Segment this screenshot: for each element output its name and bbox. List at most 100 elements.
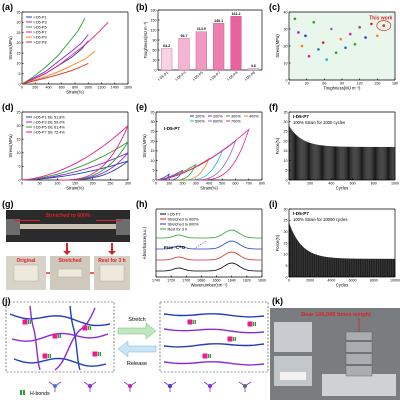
x-tick-label: 120 — [357, 82, 363, 86]
panel-label-k: (k) — [272, 296, 283, 306]
y-tick-label: 0 — [19, 178, 21, 182]
y-axis-label: Stress(MPa) — [8, 134, 13, 158]
y-tick-label: 30 — [284, 120, 288, 124]
chart-a: (a) 0 200 400 600 800 1000 1200 1400 1600 0 5 10 15 2… — [2, 2, 132, 95]
legend-label: I-D5-P7 — [34, 30, 47, 34]
x-tick-label: 0 — [21, 182, 23, 186]
series-line-I-D2-P8 — [21, 62, 89, 85]
hbond-marker — [49, 354, 51, 358]
chart-i-sample-label: I-D5-P7 — [293, 211, 309, 216]
chart-e: (e) 0 100 200 300 400 500 600 700 800 0 5 10 15 20 25 3… — [136, 102, 265, 191]
x-category-label: I-D5-P7 — [209, 71, 221, 82]
bar-I-D5-P1 — [161, 48, 173, 71]
x-tick-label: 1400 — [111, 86, 119, 90]
bar-value-label: 161.2 — [232, 12, 241, 16]
x-tick-label: 200 — [307, 182, 313, 186]
y-tick-label: 40 — [284, 10, 288, 14]
x-tick-label: 1640 — [228, 279, 236, 283]
hbond-marker — [29, 320, 31, 324]
x-tick-label: 0 — [21, 86, 23, 90]
y-axis-label: Absorbance(a.u.) — [142, 226, 147, 259]
polymer-chain — [163, 361, 265, 366]
hbonds-legend-label: H-bonds — [30, 391, 50, 397]
legend-molecule-arm — [129, 381, 137, 387]
panel-label-j: (j) — [2, 296, 11, 306]
label-rest: Rest for 3 h — [98, 258, 126, 264]
y-tick-label: 20 — [151, 139, 155, 143]
legend-molecule-arm — [169, 381, 177, 387]
cycle-force-trace — [288, 222, 396, 277]
y-tick-label: 120 — [151, 28, 157, 32]
series-line-I-D5-P5 — [21, 17, 86, 85]
x-tick-label: 0 — [288, 82, 290, 86]
small-photo-2 — [274, 356, 312, 386]
scatter-point — [297, 31, 300, 34]
x-tick-label: 1600 — [124, 86, 132, 90]
x-category-label: I-D5-P9 — [227, 71, 239, 82]
legend-label: I-D5-P5 — [34, 25, 47, 29]
bar-value-label: 64.2 — [163, 44, 170, 48]
scatter-point — [321, 41, 325, 44]
hbond-legend-icon — [20, 390, 22, 395]
panel-h: (h) 1740 1720 1700 1680 1660 1640 1620 1600 Wave… — [134, 197, 267, 294]
x-tick-label: 0 — [155, 182, 157, 186]
cyclic-loop-100% — [155, 173, 171, 181]
this-work-highlight — [376, 20, 392, 31]
y-tick-label: 25 — [151, 130, 155, 134]
x-tick-label: 50 — [38, 182, 42, 186]
legend-label: I-D2-P8 — [34, 40, 47, 44]
y-axis-label: Force(N) — [275, 137, 280, 154]
y-axis-label: Force(N) — [275, 234, 280, 251]
stretched-banner: Stretched to 600% — [46, 213, 91, 219]
x-tick-label: 400 — [206, 182, 212, 186]
x-tick-label: 600 — [350, 182, 356, 186]
y-axis-label: Stress(MPa) — [275, 34, 280, 58]
x-tick-label: 180 — [392, 82, 398, 86]
y-tick-label: 30 — [17, 21, 21, 25]
y-tick-label: 10 — [284, 61, 288, 65]
series-line-I-D5-P9 — [21, 50, 96, 85]
y-tick-label: 150 — [151, 18, 157, 22]
panel-d: (d) 0 50 100 150 200 250 300 0 5 10 15 20 25 Strain(%… — [0, 100, 134, 197]
panel-e: (e) 0 100 200 300 400 500 600 700 800 0 5 10 15 20 25 3… — [134, 100, 267, 197]
panel-f: (f) 0 200 400 600 800 1000 0 5 10 15 20 25 30 35 Cycle… — [267, 100, 400, 197]
hysteresis-loop-I-D5-P7 DE 72.4% — [21, 125, 129, 181]
scatter-point — [312, 20, 316, 24]
y-axis-label: Stress(MPa) — [142, 134, 147, 158]
scatter-point — [300, 44, 304, 48]
legend-label: 400% — [249, 114, 259, 118]
legend-label: Rest for 3 h — [168, 227, 188, 231]
x-tick-label: 400 — [46, 86, 52, 90]
hbond-marker — [58, 334, 60, 338]
panel-k: (k) Bear 100,000 times weight — [270, 294, 400, 400]
cyclic-loop-400% — [155, 157, 210, 181]
x-tick-label: 200 — [180, 182, 186, 186]
x-tick-label: 1620 — [243, 279, 251, 283]
legend-label: 300% — [231, 114, 241, 118]
y-tick-label: 20 — [17, 41, 21, 45]
panel-label-i: (i) — [269, 199, 278, 209]
scatter-point — [382, 24, 386, 27]
x-axis-label: Strain(%) — [66, 90, 84, 95]
x-tick-label: 700 — [246, 182, 252, 186]
hbond-marker — [233, 337, 235, 341]
y-tick-label: 35 — [17, 10, 21, 14]
y-tick-label: 25 — [284, 130, 288, 134]
photo-k: (k) Bear 100,000 times weight — [270, 296, 400, 400]
y-tick-label: 180 — [151, 8, 157, 12]
chart-i: (i) 0 2000 4000 6000 8000 10000 0 5 10 15 20 25 30 Cy… — [269, 199, 400, 288]
crosslink-node — [92, 351, 98, 357]
hbond-marker — [194, 320, 196, 324]
hbond-marker — [253, 322, 255, 326]
panel-a: (a) 0 200 400 600 800 1000 1200 1400 1600 0 5 10 15 2… — [0, 0, 134, 100]
legend-molecule-arm — [209, 381, 217, 387]
chart-i-subtitle: 100% Strain for 10000 cycles — [293, 217, 347, 222]
y-tick-label: 15 — [284, 241, 288, 245]
x-tick-label: 150 — [374, 82, 380, 86]
legend-label: I-D5-P7 DE 72.4% — [34, 130, 66, 134]
x-tick-label: 1700 — [182, 279, 190, 283]
scatter-point — [364, 36, 367, 39]
label-stretched: Stretched — [58, 258, 81, 264]
cyclic-loop-700% — [155, 128, 250, 181]
y-tick-label: 0 — [19, 82, 21, 86]
